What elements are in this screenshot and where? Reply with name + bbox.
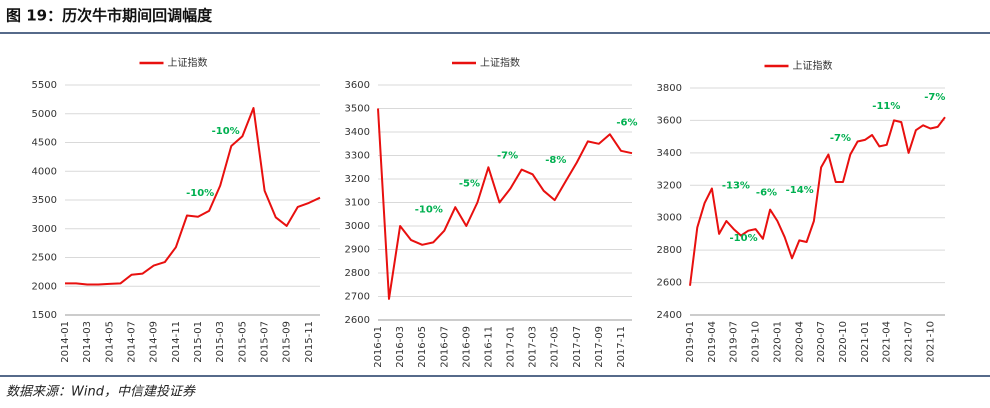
y-tick-label: 3000 [32, 224, 57, 235]
x-tick-label: 2015-11 [304, 321, 315, 363]
y-tick-label: 2000 [32, 281, 57, 292]
index-line [689, 116, 946, 286]
legend-label: 上证指数 [168, 56, 208, 69]
y-tick-label: 2800 [345, 268, 370, 279]
x-tick-label: 2021-01 [860, 321, 871, 363]
annotation: -13% [722, 181, 750, 192]
x-tick-label: 2017-07 [572, 326, 583, 368]
y-tick-label: 2700 [345, 292, 370, 303]
y-tick-label: 5500 [32, 80, 57, 91]
y-tick-label: 2400 [657, 310, 682, 321]
source-note: 数据来源：Wind，中信建投证券 [6, 385, 196, 400]
x-tick-label: 2020-04 [794, 321, 805, 363]
annotation: -10% [415, 205, 443, 216]
x-tick-label: 2017-09 [594, 326, 605, 368]
y-tick-label: 2500 [32, 253, 57, 264]
x-tick-label: 2015-07 [260, 321, 271, 363]
annotation: -7% [497, 151, 518, 162]
y-tick-label: 3400 [657, 148, 682, 159]
y-tick-label: 3300 [345, 151, 370, 162]
x-tick-label: 2019-04 [707, 321, 718, 363]
y-tick-label: 4500 [32, 138, 57, 149]
x-tick-label: 2014-09 [149, 321, 160, 363]
annotation: -6% [756, 187, 777, 198]
x-tick-label: 2020-01 [772, 321, 783, 363]
x-tick-label: 2016-07 [439, 326, 450, 368]
y-tick-label: 3100 [345, 198, 370, 209]
y-tick-label: 2900 [345, 245, 370, 256]
y-tick-label: 2600 [657, 278, 682, 289]
annotation: -11% [872, 101, 900, 112]
x-tick-label: 2014-05 [104, 321, 115, 363]
y-tick-label: 3000 [657, 213, 682, 224]
y-tick-label: 3200 [657, 180, 682, 191]
x-tick-label: 2015-05 [237, 321, 248, 363]
x-tick-label: 2015-09 [282, 321, 293, 363]
index-line [377, 108, 633, 300]
x-tick-label: 2017-05 [550, 326, 561, 368]
legend-label: 上证指数 [793, 59, 833, 72]
x-tick-label: 2015-01 [193, 321, 204, 363]
annotation: -14% [786, 185, 814, 196]
x-tick-label: 2016-09 [461, 326, 472, 368]
y-tick-label: 2800 [657, 245, 682, 256]
annotation: -8% [545, 155, 566, 166]
x-tick-label: 2019-01 [685, 321, 696, 363]
annotation: -10% [730, 233, 758, 244]
x-tick-label: 2017-01 [506, 326, 517, 368]
x-tick-label: 2014-07 [127, 321, 138, 363]
x-tick-label: 2021-04 [882, 321, 893, 363]
x-tick-label: 2020-10 [838, 321, 849, 363]
index-line [65, 107, 321, 286]
x-tick-label: 2019-07 [729, 321, 740, 363]
x-tick-label: 2015-03 [215, 321, 226, 363]
annotation: -10% [212, 126, 240, 137]
y-tick-label: 4000 [32, 166, 57, 177]
x-tick-label: 2014-11 [171, 321, 182, 363]
y-tick-label: 3800 [657, 83, 682, 94]
x-tick-label: 2021-07 [904, 321, 915, 363]
x-tick-label: 2016-03 [395, 326, 406, 368]
y-tick-label: 3600 [345, 80, 370, 91]
y-tick-label: 5000 [32, 109, 57, 120]
x-tick-label: 2014-03 [82, 321, 93, 363]
annotation: -6% [616, 118, 637, 129]
y-tick-label: 3600 [657, 115, 682, 126]
x-tick-label: 2017-11 [616, 326, 627, 368]
x-tick-label: 2019-10 [751, 321, 762, 363]
legend-label: 上证指数 [480, 56, 520, 69]
y-tick-label: 3000 [345, 221, 370, 232]
y-tick-label: 3500 [32, 195, 57, 206]
x-tick-label: 2014-01 [60, 321, 71, 363]
annotation: -7% [924, 92, 945, 103]
y-tick-label: 3500 [345, 104, 370, 115]
annotation: -10% [186, 188, 214, 199]
x-tick-label: 2021-10 [925, 321, 936, 363]
annotation: -7% [830, 133, 851, 144]
y-tick-label: 3400 [345, 127, 370, 138]
x-tick-label: 2020-07 [816, 321, 827, 363]
x-tick-label: 2016-11 [483, 326, 494, 368]
figure-title: 图 19：历次牛市期间回调幅度 [6, 7, 213, 25]
x-tick-label: 2017-03 [528, 326, 539, 368]
y-tick-label: 3200 [345, 174, 370, 185]
x-tick-label: 2016-05 [417, 326, 428, 368]
y-tick-label: 1500 [32, 310, 57, 321]
annotation: -5% [459, 179, 480, 190]
y-tick-label: 2600 [345, 315, 370, 326]
x-tick-label: 2016-01 [373, 326, 384, 368]
